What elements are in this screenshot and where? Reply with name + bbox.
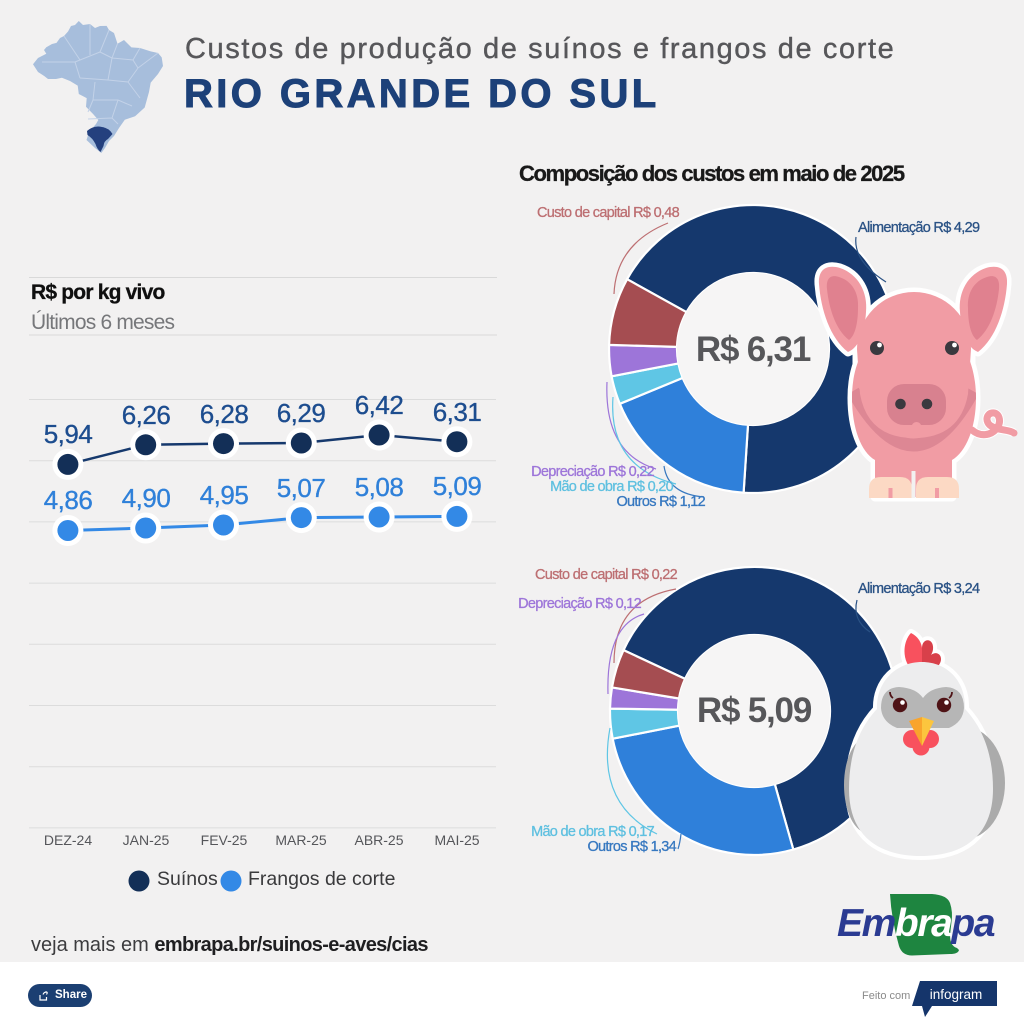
svg-text:Embrapa: Embrapa <box>837 902 995 945</box>
